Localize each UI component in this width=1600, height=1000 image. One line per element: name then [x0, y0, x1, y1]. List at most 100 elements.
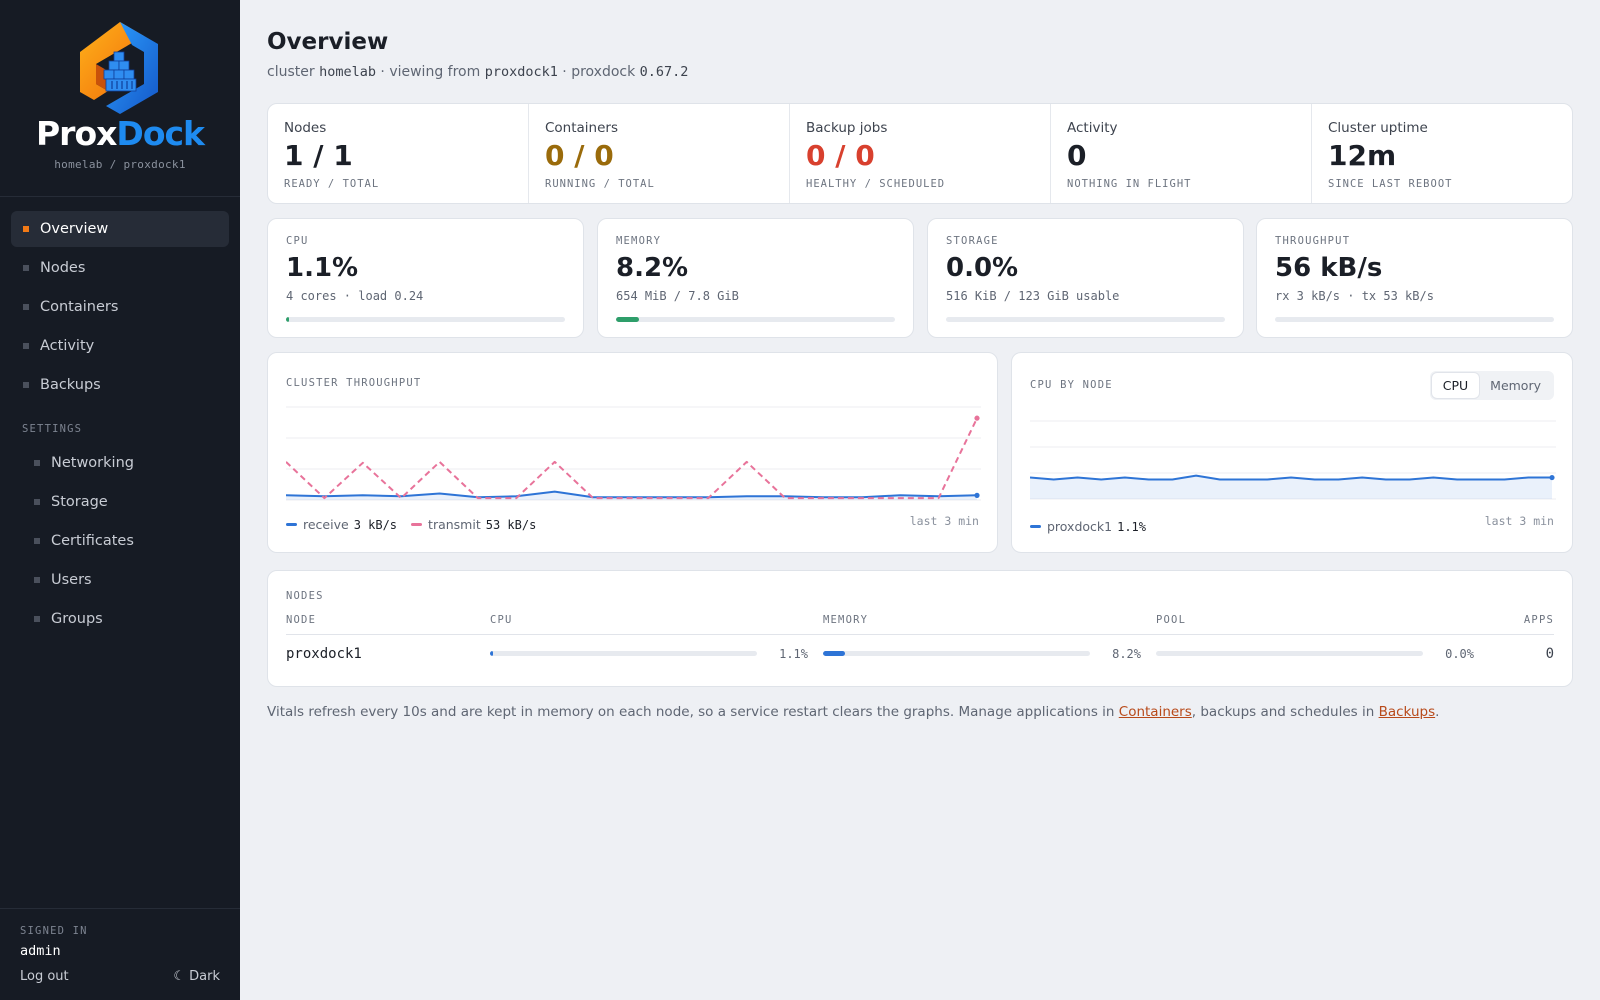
sidebar: ProxDock homelab / proxdock1 Overview No…	[0, 0, 240, 1000]
sidebar-item-certificates[interactable]: Certificates	[11, 523, 229, 559]
logout-button[interactable]: Log out	[20, 969, 69, 984]
summary-card: Nodes 1 / 1 READY / TOTAL Containers 0 /…	[267, 103, 1573, 204]
sidebar-item-users[interactable]: Users	[11, 562, 229, 598]
toggle-cpu[interactable]: CPU	[1431, 373, 1480, 398]
metric-toggle: CPU Memory	[1429, 371, 1554, 400]
bullet-icon	[34, 577, 40, 583]
row-memory-fill	[823, 651, 845, 656]
sidebar-item-containers[interactable]: Containers	[11, 289, 229, 325]
sidebar-item-label: Nodes	[40, 260, 86, 276]
sidebar-item-groups[interactable]: Groups	[11, 601, 229, 637]
metric-sub: 4 cores · load 0.24	[286, 289, 424, 303]
metric-value: 56 kB/s	[1275, 253, 1383, 283]
series-line-transmit	[286, 417, 978, 500]
bullet-icon	[34, 538, 40, 544]
summary-containers: Containers 0 / 0 RUNNING / TOTAL	[529, 104, 790, 203]
subtitle-cluster-prefix: cluster	[267, 64, 320, 80]
metric-label: THROUGHPUT	[1275, 235, 1351, 247]
version: 0.67.2	[639, 64, 689, 80]
toggle-memory[interactable]: Memory	[1490, 378, 1541, 393]
backups-link[interactable]: Backups	[1378, 704, 1436, 720]
summary-sub: RUNNING / TOTAL	[545, 178, 655, 190]
containers-link[interactable]: Containers	[1118, 704, 1192, 720]
metric-label: MEMORY	[616, 235, 662, 247]
series-end-point-receive	[974, 492, 980, 498]
metric-progress-fill	[616, 317, 639, 322]
brand-name-part2: Dock	[116, 114, 205, 153]
theme-toggle-button[interactable]: ☾ Dark	[173, 969, 220, 984]
summary-uptime: Cluster uptime 12m SINCE LAST REBOOT	[1312, 104, 1572, 203]
summary-label: Backup jobs	[806, 120, 888, 136]
sidebar-item-label: Containers	[40, 299, 119, 315]
metric-sub: 516 KiB / 123 GiB usable	[946, 289, 1120, 303]
metric-storage: STORAGE 0.0% 516 KiB / 123 GiB usable	[927, 218, 1244, 338]
theme-label: Dark	[189, 969, 220, 984]
sidebar-item-label: Storage	[51, 494, 108, 510]
col-apps: APPS	[1523, 614, 1554, 626]
metric-label: STORAGE	[946, 235, 999, 247]
metric-progress-fill	[286, 317, 290, 322]
sidebar-item-label: Users	[51, 572, 92, 588]
summary-sub: NOTHING IN FLIGHT	[1067, 178, 1192, 190]
table-header-divider	[286, 634, 1554, 635]
bullet-icon	[23, 265, 29, 271]
sidebar-item-label: Overview	[40, 221, 109, 237]
bullet-icon	[23, 382, 29, 388]
sidebar-footer: SIGNED IN admin Log out ☾ Dark	[0, 908, 240, 1000]
sidebar-item-label: Backups	[40, 377, 101, 393]
summary-label: Activity	[1067, 120, 1118, 136]
node-swatch	[1030, 525, 1041, 528]
legend-receive-label: receive	[303, 517, 349, 532]
page-title: Overview	[267, 29, 389, 55]
summary-label: Cluster uptime	[1328, 120, 1428, 136]
row-memory-bar	[823, 651, 1090, 656]
series-area-proxdock1	[1030, 475, 1552, 499]
series-line-receive	[286, 490, 978, 499]
bullet-icon	[34, 460, 40, 466]
time-window-label: last 3 min	[909, 514, 979, 528]
chart-title: CLUSTER THROUGHPUT	[286, 377, 422, 389]
footnote-text: , backups and schedules in	[1191, 704, 1379, 720]
brand-context: homelab / proxdock1	[54, 158, 186, 171]
series-area-receive	[286, 491, 977, 500]
node-name: proxdock1	[484, 64, 558, 80]
summary-sub: HEALTHY / SCHEDULED	[806, 178, 946, 190]
metric-cpu: CPU 1.1% 4 cores · load 0.24	[267, 218, 584, 338]
summary-backup-jobs: Backup jobs 0 / 0 HEALTHY / SCHEDULED	[790, 104, 1051, 203]
sidebar-nav: Overview Nodes Containers Activity Backu…	[11, 211, 229, 640]
sidebar-item-label: Groups	[51, 611, 103, 627]
sidebar-item-overview[interactable]: Overview	[11, 211, 229, 247]
summary-sub: SINCE LAST REBOOT	[1328, 178, 1453, 190]
summary-label: Containers	[545, 120, 619, 136]
sidebar-item-backups[interactable]: Backups	[11, 367, 229, 403]
transmit-swatch	[411, 523, 423, 526]
page-subtitle: cluster homelab · viewing from proxdock1…	[267, 64, 688, 80]
metric-value: 0.0%	[946, 253, 1019, 283]
metric-memory: MEMORY 8.2% 654 MiB / 7.8 GiB	[597, 218, 914, 338]
legend-receive-value: 3 kB/s	[353, 517, 398, 532]
bullet-icon	[23, 226, 29, 232]
sidebar-item-storage[interactable]: Storage	[11, 484, 229, 520]
sidebar-item-label: Certificates	[51, 533, 134, 549]
brand-name-part1: Prox	[36, 114, 117, 153]
sidebar-item-nodes[interactable]: Nodes	[11, 250, 229, 286]
col-memory: MEMORY	[823, 614, 869, 626]
cpu-chart	[1030, 420, 1556, 500]
col-cpu: CPU	[490, 614, 513, 626]
sidebar-item-activity[interactable]: Activity	[11, 328, 229, 364]
series-line-proxdock1	[1030, 474, 1552, 481]
series-end-point-proxdock1	[1549, 474, 1555, 481]
summary-label: Nodes	[284, 120, 327, 136]
chart-title: CPU BY NODE	[1030, 379, 1113, 391]
sidebar-item-networking[interactable]: Networking	[11, 445, 229, 481]
time-window-label: last 3 min	[1484, 514, 1554, 528]
legend-transmit-value: 53 kB/s	[485, 517, 537, 532]
row-apps-value: 0	[1545, 646, 1554, 662]
cluster-name: homelab	[319, 64, 376, 80]
receive-swatch	[286, 523, 297, 526]
throughput-legend: receive 3 kB/s transmit 53 kB/s	[286, 517, 550, 532]
series-end-point-transmit	[974, 415, 980, 421]
sidebar-item-label: Networking	[51, 455, 134, 471]
bullet-icon	[23, 343, 29, 349]
proxdock-logo-icon	[80, 22, 158, 114]
